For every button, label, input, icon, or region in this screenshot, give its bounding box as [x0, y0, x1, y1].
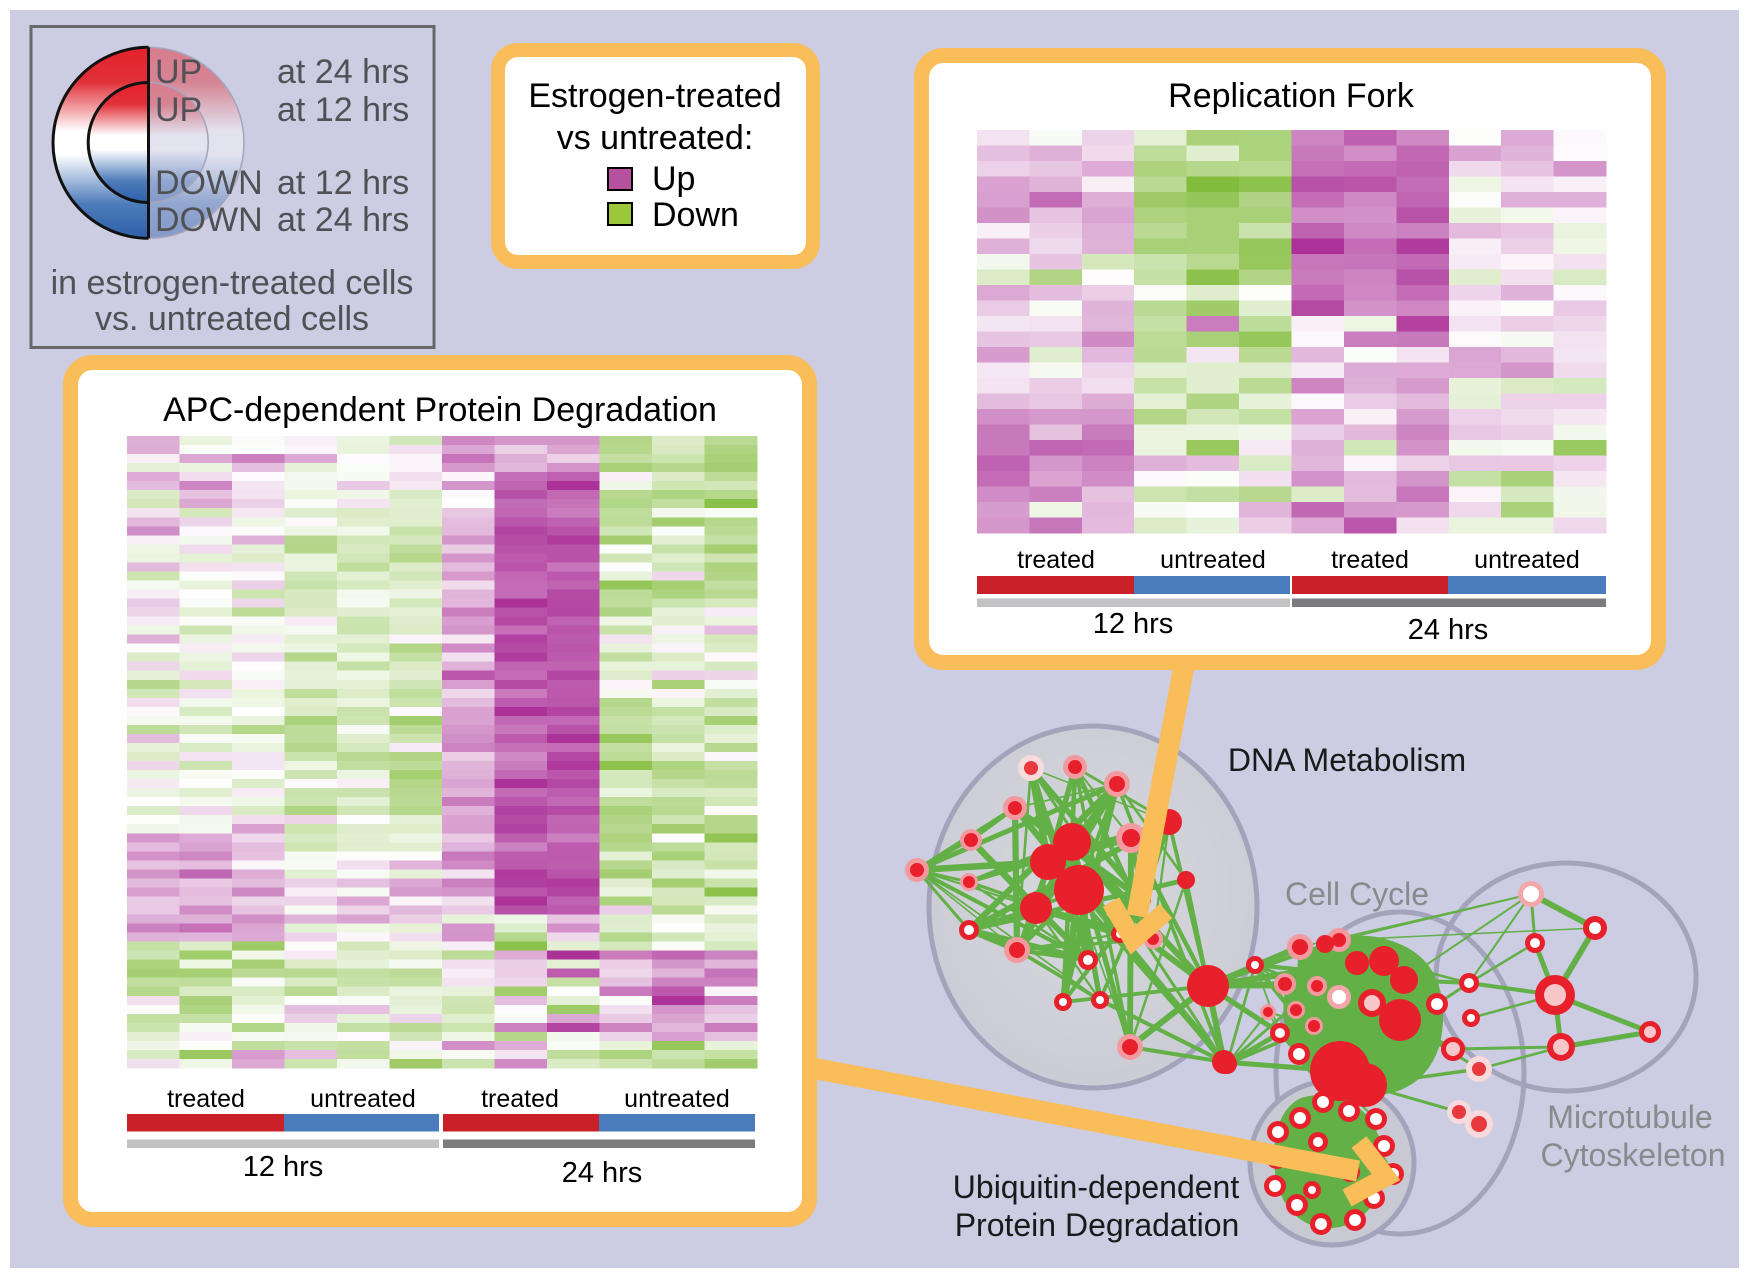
svg-text:treated: treated: [481, 1085, 559, 1113]
svg-text:24 hrs: 24 hrs: [562, 1157, 643, 1189]
svg-text:treated: treated: [167, 1085, 245, 1113]
svg-text:12 hrs: 12 hrs: [1093, 608, 1174, 640]
svg-text:Cell Cycle: Cell Cycle: [1285, 876, 1429, 912]
svg-text:at 24 hrs: at 24 hrs: [277, 201, 409, 239]
svg-text:at 12 hrs: at 12 hrs: [277, 164, 409, 202]
svg-text:DOWN: DOWN: [155, 201, 263, 239]
svg-text:vs untreated:: vs untreated:: [557, 119, 754, 157]
svg-text:Protein Degradation: Protein Degradation: [955, 1207, 1240, 1243]
svg-text:vs. untreated cells: vs. untreated cells: [95, 300, 369, 338]
svg-text:untreated: untreated: [624, 1085, 730, 1113]
svg-text:Estrogen-treated: Estrogen-treated: [528, 77, 781, 115]
svg-text:12 hrs: 12 hrs: [243, 1151, 324, 1183]
svg-text:Microtubule: Microtubule: [1547, 1099, 1712, 1135]
svg-text:in estrogen-treated cells: in estrogen-treated cells: [51, 264, 414, 302]
svg-text:Up: Up: [652, 160, 695, 198]
svg-text:treated: treated: [1331, 546, 1409, 574]
svg-text:DOWN: DOWN: [155, 164, 263, 202]
svg-text:Ubiquitin-dependent: Ubiquitin-dependent: [953, 1169, 1240, 1205]
svg-text:UP: UP: [155, 91, 202, 129]
svg-text:Down: Down: [652, 196, 739, 234]
svg-text:Cytoskeleton: Cytoskeleton: [1541, 1137, 1726, 1173]
svg-text:APC-dependent Protein Degradat: APC-dependent Protein Degradation: [163, 391, 717, 429]
svg-text:DNA Metabolism: DNA Metabolism: [1228, 742, 1466, 778]
svg-text:24 hrs: 24 hrs: [1408, 614, 1489, 646]
svg-text:at 24 hrs: at 24 hrs: [277, 53, 409, 91]
svg-text:untreated: untreated: [1160, 546, 1266, 574]
svg-text:UP: UP: [155, 53, 202, 91]
svg-text:Replication Fork: Replication Fork: [1168, 77, 1415, 115]
svg-text:treated: treated: [1017, 546, 1095, 574]
svg-text:untreated: untreated: [1474, 546, 1580, 574]
svg-text:at 12 hrs: at 12 hrs: [277, 91, 409, 129]
svg-text:untreated: untreated: [310, 1085, 416, 1113]
